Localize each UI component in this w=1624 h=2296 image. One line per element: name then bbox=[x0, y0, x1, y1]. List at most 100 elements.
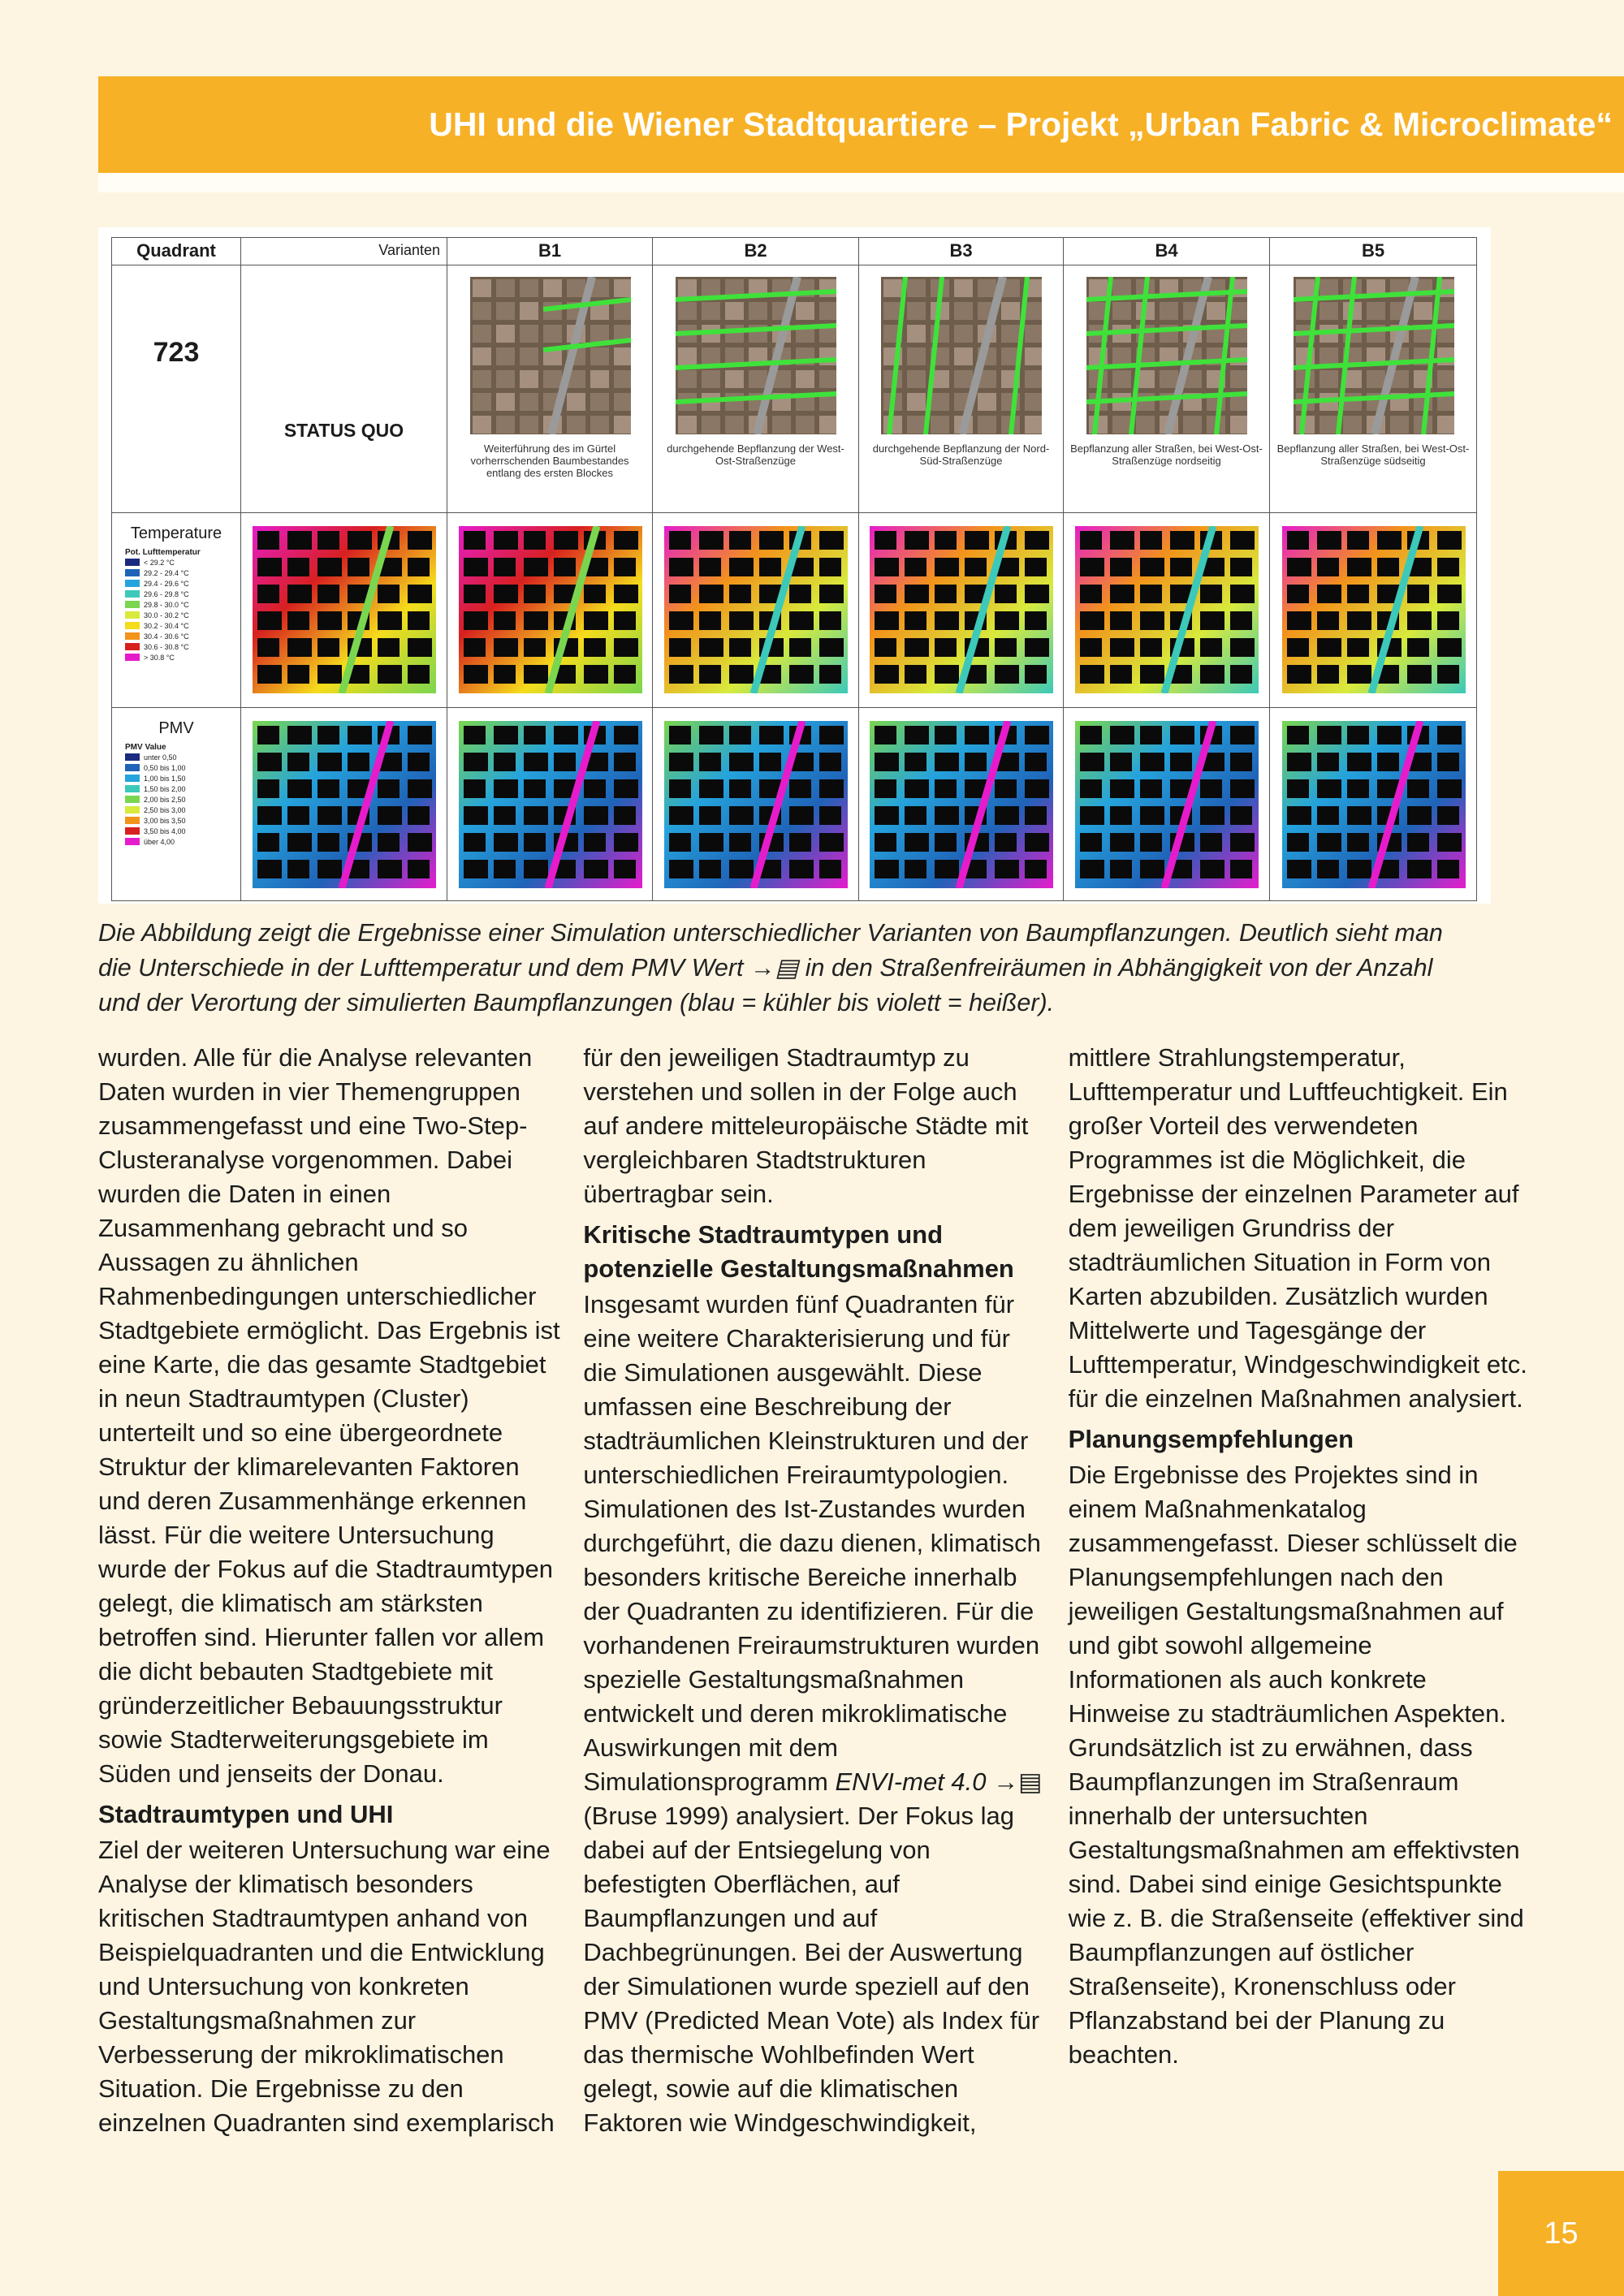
building-block bbox=[523, 585, 546, 603]
legend-title: Pot. Lufttemperatur bbox=[125, 548, 201, 557]
aerial-block bbox=[678, 302, 697, 320]
building-block bbox=[1080, 611, 1104, 630]
aerial-block bbox=[1160, 370, 1178, 388]
building-block bbox=[1230, 558, 1252, 576]
legend-swatch bbox=[125, 764, 140, 771]
aerial-block bbox=[749, 370, 767, 388]
building-block bbox=[1080, 860, 1104, 878]
building-block bbox=[819, 531, 844, 550]
building-block bbox=[1316, 753, 1339, 771]
legend-entry: 0,50 bis 1,00 bbox=[112, 762, 240, 773]
building-block bbox=[1140, 665, 1164, 684]
building-block bbox=[317, 753, 342, 771]
building-block bbox=[1110, 585, 1134, 603]
building-block bbox=[729, 806, 754, 825]
aerial-block bbox=[1389, 416, 1409, 434]
legend-entry: 29.8 - 30.0 °C bbox=[112, 599, 240, 610]
building-block bbox=[1110, 611, 1132, 630]
building-block bbox=[408, 833, 432, 852]
building-block bbox=[819, 833, 844, 852]
building-block bbox=[1140, 833, 1162, 852]
building-block bbox=[935, 806, 959, 825]
aerial-block bbox=[907, 393, 926, 411]
heatmap-cell bbox=[240, 512, 447, 708]
aerial-block bbox=[1230, 302, 1247, 320]
building-block bbox=[1346, 753, 1371, 771]
building-block bbox=[553, 531, 578, 550]
heat-bg bbox=[253, 526, 436, 693]
building-block bbox=[408, 558, 430, 576]
building-block bbox=[965, 753, 987, 771]
aerial-block bbox=[1025, 325, 1042, 343]
aerial-block bbox=[613, 325, 631, 343]
building-block bbox=[317, 806, 342, 825]
building-block bbox=[1346, 531, 1369, 550]
building-block bbox=[729, 753, 754, 771]
building-block bbox=[1316, 585, 1341, 603]
building-block bbox=[1170, 860, 1192, 878]
building-block bbox=[408, 585, 432, 603]
building-block bbox=[1230, 806, 1252, 825]
aerial-block bbox=[472, 370, 491, 388]
aerial-block bbox=[1295, 279, 1315, 297]
aerial-block bbox=[1136, 393, 1155, 411]
building-block bbox=[1346, 558, 1371, 576]
aerial-block bbox=[1025, 416, 1042, 434]
legend-entry: 29.6 - 29.8 °C bbox=[112, 589, 240, 599]
building-block bbox=[1025, 753, 1047, 771]
building-block bbox=[1025, 531, 1049, 550]
aerial-block bbox=[590, 325, 609, 343]
building-block bbox=[995, 860, 1019, 878]
building-block bbox=[257, 726, 279, 744]
building-block bbox=[348, 665, 369, 684]
building-block bbox=[408, 726, 432, 744]
map-image bbox=[253, 721, 436, 888]
building-block bbox=[1200, 833, 1222, 852]
building-block bbox=[1110, 638, 1134, 657]
building-block bbox=[613, 638, 638, 657]
aerial-block bbox=[725, 325, 744, 343]
legend-label: 1,00 bis 1,50 bbox=[144, 774, 186, 783]
heat-rail bbox=[338, 721, 395, 888]
building-block bbox=[1316, 806, 1339, 825]
building-block bbox=[789, 806, 814, 825]
aerial-block bbox=[954, 279, 973, 297]
aerial-block bbox=[1001, 279, 1020, 297]
building-block bbox=[257, 558, 282, 576]
building-block bbox=[875, 638, 896, 657]
map-image bbox=[1281, 526, 1466, 693]
building-block bbox=[1140, 558, 1164, 576]
aerial-block bbox=[1183, 370, 1202, 388]
building-block bbox=[1140, 531, 1162, 550]
building-block bbox=[317, 779, 339, 798]
aerial-block bbox=[1436, 302, 1454, 320]
page-number: 15 bbox=[1498, 2171, 1624, 2296]
building-block bbox=[463, 806, 488, 825]
legend-label: 29.4 - 29.6 °C bbox=[144, 579, 189, 588]
building-block bbox=[613, 806, 636, 825]
aerial-block bbox=[1366, 347, 1385, 365]
heat-rail bbox=[1367, 721, 1423, 888]
building-block bbox=[1110, 860, 1132, 878]
building-block bbox=[463, 860, 488, 878]
paragraph: Ziel der weiteren Untersuchung war eine … bbox=[98, 1043, 1029, 2137]
building-block bbox=[613, 833, 638, 852]
building-block bbox=[1376, 860, 1399, 878]
map-image bbox=[1293, 277, 1454, 434]
heatmap-cell bbox=[240, 707, 447, 901]
building-block bbox=[1436, 638, 1462, 657]
building-block bbox=[493, 665, 516, 684]
building-block bbox=[729, 833, 751, 852]
aerial-block bbox=[819, 302, 836, 320]
aerial-block bbox=[931, 370, 949, 388]
building-block bbox=[257, 833, 279, 852]
building-block bbox=[463, 726, 486, 744]
tree-line bbox=[1086, 289, 1247, 302]
building-block bbox=[553, 665, 576, 684]
aerial-block bbox=[519, 279, 538, 297]
legend-label: 30.4 - 30.6 °C bbox=[144, 632, 189, 641]
building-block bbox=[1436, 585, 1462, 603]
building-block bbox=[1286, 860, 1311, 878]
building-block bbox=[613, 779, 638, 798]
heat-rail bbox=[1160, 526, 1217, 693]
